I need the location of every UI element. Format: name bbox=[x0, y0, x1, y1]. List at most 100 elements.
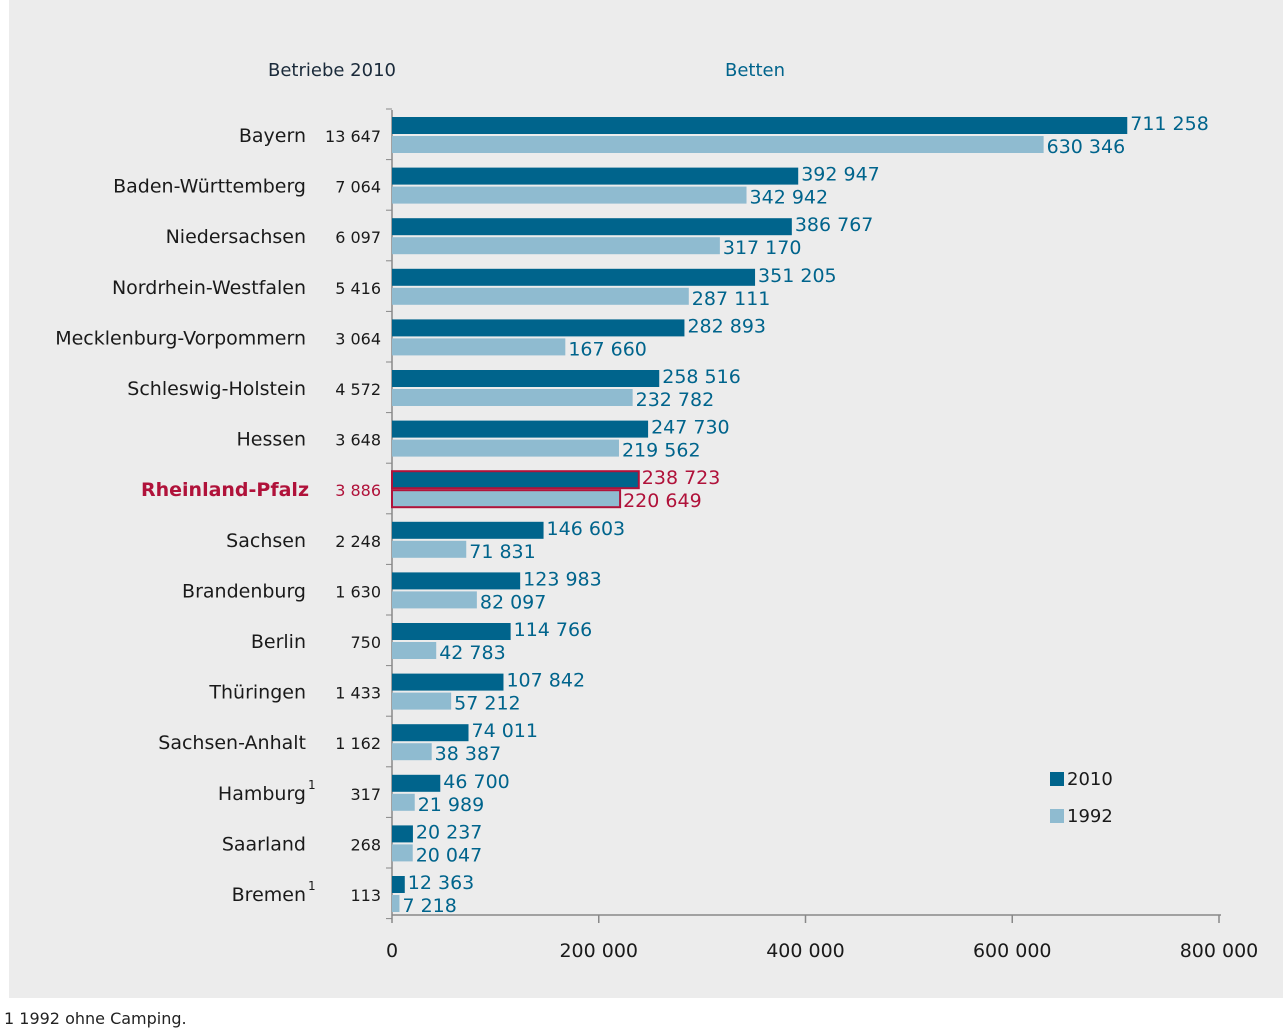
bar-value-label-2010: 392 947 bbox=[801, 164, 880, 186]
bar-1992 bbox=[391, 489, 622, 509]
bar-value-label-1992: 287 111 bbox=[692, 288, 771, 310]
category-label: Bremen bbox=[232, 884, 306, 906]
bar-value-label-2010: 20 237 bbox=[416, 821, 482, 843]
bar-1992 bbox=[392, 642, 437, 659]
betriebe-value: 7 064 bbox=[335, 178, 381, 197]
x-tick-label: 600 000 bbox=[973, 940, 1052, 962]
bar-1992 bbox=[392, 540, 467, 558]
bar-1992 bbox=[392, 237, 720, 255]
bar-value-label-1992: 71 831 bbox=[469, 541, 535, 563]
category-label: Rheinland-Pfalz bbox=[141, 479, 309, 501]
bar-value-label-1992: 342 942 bbox=[750, 187, 829, 209]
betriebe-value: 3 064 bbox=[335, 329, 381, 348]
category-label: Schleswig-Holstein bbox=[127, 378, 306, 400]
category-label: Niedersachsen bbox=[166, 226, 306, 248]
betriebe-value: 6 097 bbox=[335, 228, 381, 247]
bar-2010 bbox=[392, 724, 469, 742]
bar-value-label-2010: 107 842 bbox=[506, 670, 585, 692]
category-label: Nordrhein-Westfalen bbox=[112, 277, 306, 299]
betriebe-value: 3 886 bbox=[335, 481, 381, 500]
legend-label-1992: 1992 bbox=[1067, 806, 1113, 827]
bar-value-label-1992: 38 387 bbox=[435, 743, 501, 765]
bar-2010 bbox=[392, 218, 792, 236]
bar-value-label-2010: 258 516 bbox=[662, 366, 741, 388]
bar-value-label-1992: 317 170 bbox=[723, 237, 802, 259]
category-label: Mecklenburg-Vorpommern bbox=[55, 327, 306, 349]
bar-2010 bbox=[392, 623, 511, 640]
betriebe-value: 5 416 bbox=[335, 279, 381, 298]
category-label: Sachsen-Anhalt bbox=[158, 732, 306, 754]
bar-value-label-1992: 232 782 bbox=[636, 389, 715, 411]
bar-value-label-1992: 7 218 bbox=[402, 895, 456, 917]
bar-1992 bbox=[392, 338, 566, 356]
bar-value-label-1992: 20 047 bbox=[416, 844, 482, 866]
bar-1992 bbox=[392, 439, 619, 457]
bar-value-label-2010: 351 205 bbox=[758, 265, 837, 287]
bar-value-label-2010: 282 893 bbox=[687, 315, 766, 337]
betriebe-value: 1 162 bbox=[335, 734, 381, 753]
bar-1992 bbox=[392, 136, 1044, 153]
footnote-mark: 1 bbox=[308, 879, 316, 893]
bar-value-label-2010: 74 011 bbox=[472, 720, 538, 742]
footnote: 1 1992 ohne Camping. bbox=[4, 1009, 187, 1028]
legend-label-2010: 2010 bbox=[1067, 769, 1113, 790]
category-label: Saarland bbox=[222, 833, 306, 855]
bar-2010 bbox=[392, 521, 544, 539]
category-label: Bayern bbox=[239, 125, 306, 147]
footnote-mark: 1 bbox=[308, 778, 316, 792]
chart-panel: Betriebe 2010 Betten 0 200 000 400 000 600 00… bbox=[9, 0, 1283, 998]
bar-value-label-2010: 12 363 bbox=[408, 872, 474, 894]
bar-2010 bbox=[392, 774, 441, 792]
bar-2010 bbox=[391, 470, 640, 490]
bar-2010 bbox=[392, 117, 1128, 134]
legend-swatch-1992 bbox=[1050, 809, 1064, 823]
bar-value-label-1992: 57 212 bbox=[454, 693, 520, 715]
betriebe-value: 268 bbox=[350, 835, 381, 854]
betriebe-value: 13 647 bbox=[325, 127, 381, 146]
x-tick-label: 400 000 bbox=[766, 940, 845, 962]
bar-2010 bbox=[392, 370, 660, 387]
bar-value-label-2010: 386 767 bbox=[795, 214, 874, 236]
category-label: Hessen bbox=[236, 429, 306, 451]
bar-1992 bbox=[392, 844, 413, 862]
betriebe-value: 4 572 bbox=[335, 380, 381, 399]
bar-value-label-1992: 21 989 bbox=[418, 794, 484, 816]
bar-1992 bbox=[392, 895, 400, 912]
bar-value-label-2010: 114 766 bbox=[514, 619, 593, 641]
bar-value-label-1992: 42 783 bbox=[439, 642, 505, 664]
bar-1992 bbox=[392, 692, 452, 710]
bar-value-label-2010: 247 730 bbox=[651, 417, 730, 439]
bar-value-label-2010: 238 723 bbox=[642, 467, 721, 489]
bar-2010 bbox=[392, 319, 685, 337]
bar-2010 bbox=[392, 572, 521, 590]
bar-value-label-1992: 219 562 bbox=[622, 440, 701, 462]
betriebe-value: 2 248 bbox=[335, 532, 381, 551]
bar-2010 bbox=[392, 167, 799, 185]
bar-value-label-2010: 711 258 bbox=[1130, 113, 1209, 135]
bar-2010 bbox=[392, 825, 413, 843]
header-betriebe: Betriebe 2010 bbox=[268, 60, 396, 81]
x-tick-label: 0 bbox=[386, 940, 398, 962]
category-label: Baden-Württemberg bbox=[113, 176, 306, 198]
betriebe-value: 1 433 bbox=[335, 684, 381, 703]
bar-2010 bbox=[392, 420, 649, 438]
bar-value-label-2010: 123 983 bbox=[523, 568, 602, 590]
header-betten: Betten bbox=[725, 60, 785, 81]
bar-value-label-1992: 630 346 bbox=[1047, 136, 1126, 158]
category-label: Berlin bbox=[251, 631, 306, 653]
bar-value-label-1992: 82 097 bbox=[480, 591, 546, 613]
category-label: Hamburg bbox=[218, 783, 306, 805]
betriebe-value: 1 630 bbox=[335, 582, 381, 601]
betriebe-value: 3 648 bbox=[335, 431, 381, 450]
legend-swatch-2010 bbox=[1050, 772, 1064, 786]
bar-chart: Betriebe 2010 Betten 0 200 000 400 000 600 00… bbox=[55, 60, 1258, 962]
bar-1992 bbox=[392, 186, 747, 204]
betriebe-value: 113 bbox=[350, 886, 381, 905]
category-label: Sachsen bbox=[226, 530, 306, 552]
bar-2010 bbox=[392, 673, 504, 691]
betriebe-value: 750 bbox=[350, 633, 381, 652]
bar-1992 bbox=[392, 743, 432, 761]
bar-1992 bbox=[392, 793, 415, 811]
bar-2010 bbox=[392, 876, 405, 893]
category-label: Brandenburg bbox=[182, 580, 306, 602]
